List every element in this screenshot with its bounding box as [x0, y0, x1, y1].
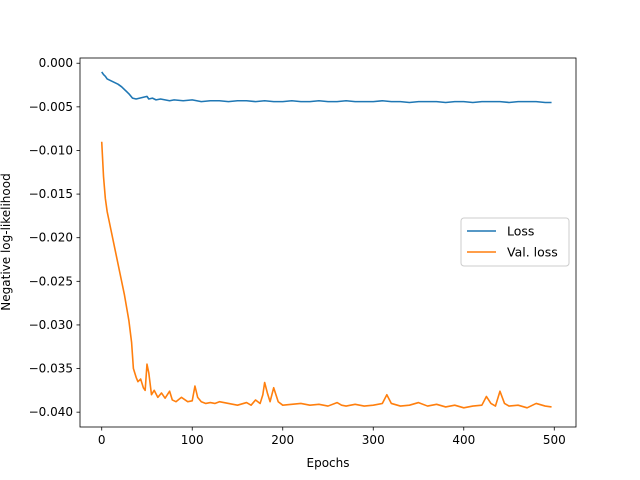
y-tick-label: −0.040 — [29, 405, 73, 419]
legend: Loss Val. loss — [460, 217, 570, 267]
series-line-loss — [101, 71, 552, 104]
x-axis-label: Epochs — [307, 456, 350, 470]
legend-box — [460, 217, 570, 267]
x-tick-label: 500 — [543, 433, 566, 447]
y-tick-label: −0.020 — [29, 231, 73, 245]
x-tick-label: 400 — [452, 433, 475, 447]
y-tick-label: −0.015 — [29, 187, 73, 201]
y-axis-label: Negative log-likelihood — [0, 173, 13, 310]
x-tick-label: 300 — [362, 433, 385, 447]
series-layer — [100, 71, 552, 409]
legend-label-val-loss: Val. loss — [507, 245, 558, 260]
y-tick-label: −0.035 — [29, 362, 73, 376]
x-tick-label: 0 — [98, 433, 106, 447]
x-axis: 0 100 200 300 400 500 — [98, 427, 566, 447]
axes-frame — [79, 57, 577, 428]
y-tick-label: 0.000 — [39, 56, 73, 70]
y-tick-label: −0.025 — [29, 274, 73, 288]
x-tick-label: 200 — [271, 433, 294, 447]
series-line-val-loss — [100, 141, 552, 409]
legend-label-loss: Loss — [507, 224, 534, 239]
plot-area — [79, 57, 577, 428]
y-tick-label: −0.010 — [29, 143, 73, 157]
y-tick-label: −0.005 — [29, 100, 73, 114]
y-tick-label: −0.030 — [29, 318, 73, 332]
y-axis: 0.000 −0.005 −0.010 −0.015 −0.020 −0.025 −0.03… — [29, 56, 80, 419]
x-tick-label: 100 — [181, 433, 204, 447]
